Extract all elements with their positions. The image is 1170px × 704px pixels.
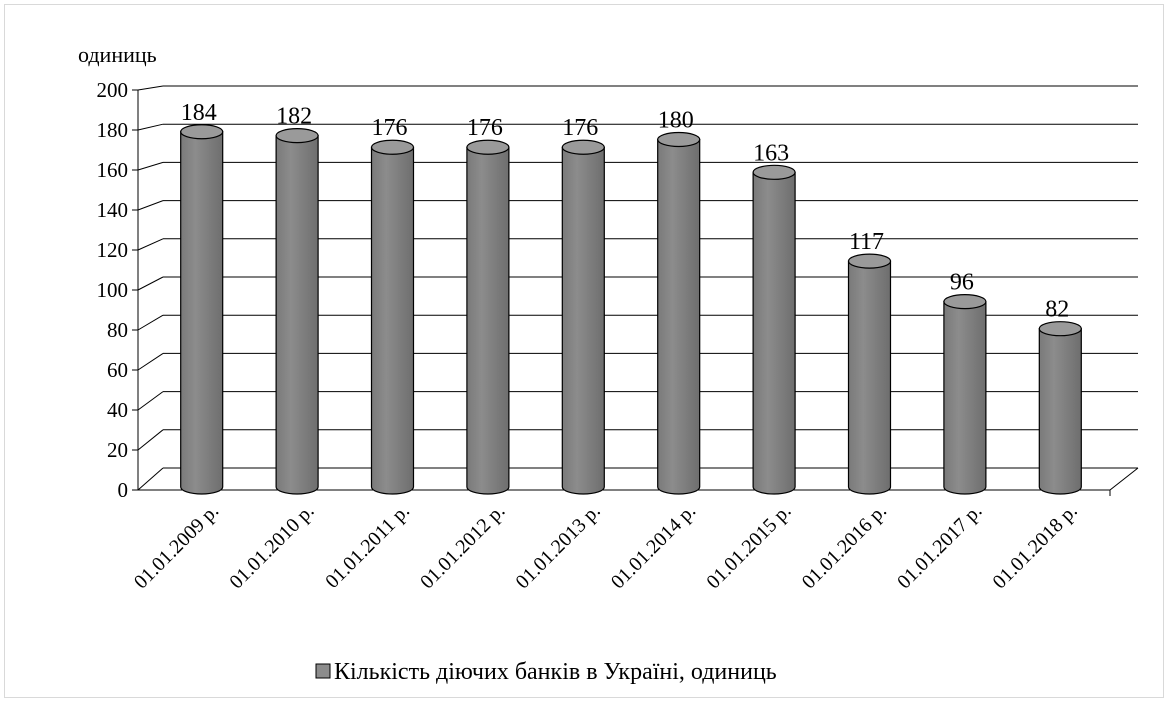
bar-body bbox=[943, 301, 987, 495]
bar-body bbox=[466, 146, 510, 495]
y-tick-label: 120 bbox=[97, 238, 129, 262]
bar-cap bbox=[180, 124, 224, 140]
y-tick-label: 20 bbox=[107, 438, 128, 462]
bar bbox=[561, 139, 605, 495]
gridline-side bbox=[137, 276, 164, 291]
y-tick-label: 200 bbox=[97, 78, 129, 102]
x-axis-labels: 01.01.2009 р. 01.01.2010 р. 01.01.2011 р. 0… bbox=[130, 500, 1082, 593]
bar bbox=[943, 294, 987, 495]
data-label: 96 bbox=[950, 270, 974, 296]
x-tick-label: 01.01.2017 р. bbox=[893, 500, 986, 593]
bar-cap bbox=[1038, 321, 1082, 337]
x-tick-label: 01.01.2016 р. bbox=[798, 500, 891, 593]
bar-body bbox=[275, 135, 319, 495]
bar-body bbox=[657, 138, 701, 495]
gridline-side bbox=[137, 391, 164, 411]
bar bbox=[466, 139, 510, 495]
y-tick-label: 140 bbox=[97, 198, 129, 222]
x-tick-label: 01.01.2013 р. bbox=[511, 500, 604, 593]
bar bbox=[180, 124, 224, 495]
legend-label: Кількість діючих банків в Україні, одини… bbox=[334, 659, 777, 685]
bar-body bbox=[561, 146, 605, 495]
bar-cap bbox=[657, 131, 701, 148]
bar bbox=[752, 164, 796, 495]
bars bbox=[180, 124, 1082, 495]
data-label: 184 bbox=[181, 100, 217, 126]
legend: Кількість діючих банків в Україні, одини… bbox=[315, 659, 777, 685]
bar-cap bbox=[275, 128, 319, 144]
bar-cap bbox=[561, 139, 605, 155]
x-tick-label: 01.01.2011 р. bbox=[321, 500, 414, 593]
data-label: 176 bbox=[467, 115, 503, 141]
y-tick-label: 160 bbox=[97, 158, 129, 182]
data-label: 176 bbox=[562, 115, 598, 141]
gridline-side bbox=[137, 85, 164, 91]
data-label: 163 bbox=[753, 140, 789, 166]
gridline-side bbox=[137, 123, 164, 131]
y-tick-label: 100 bbox=[97, 278, 129, 302]
data-label: 176 bbox=[372, 115, 408, 141]
bar bbox=[1038, 321, 1082, 495]
gridline-side bbox=[137, 352, 164, 371]
x-tick-label: 01.01.2018 р. bbox=[988, 500, 1081, 593]
bar bbox=[657, 131, 701, 495]
data-label: 180 bbox=[658, 107, 694, 133]
bar bbox=[847, 253, 892, 495]
y-tick-label: 180 bbox=[97, 118, 129, 142]
y-tick-label: 40 bbox=[107, 398, 128, 422]
bar-body bbox=[370, 146, 415, 495]
data-label: 82 bbox=[1045, 297, 1069, 323]
x-tick-label: 01.01.2014 р. bbox=[607, 500, 700, 593]
bar-body bbox=[1038, 328, 1082, 495]
bar-cap bbox=[370, 139, 415, 155]
y-tick-label: 80 bbox=[107, 318, 128, 342]
bar-body bbox=[847, 260, 892, 495]
data-label: 182 bbox=[276, 104, 312, 130]
y-axis-unit-label: одиниць bbox=[78, 42, 157, 67]
x-tick-label: 01.01.2010 р. bbox=[225, 500, 318, 593]
gridline-side bbox=[137, 314, 164, 331]
x-tick-label: 01.01.2009 р. bbox=[130, 500, 223, 593]
chart-frame bbox=[4, 4, 1164, 698]
bar-cap bbox=[752, 164, 796, 180]
bar-cap bbox=[943, 294, 987, 310]
x-tick-label: 01.01.2012 р. bbox=[416, 500, 509, 593]
data-labels: 184 182 176 176 176 180 163 117 96 82 bbox=[181, 100, 1070, 323]
y-axis-labels: 0 20 40 60 80 100 120 140 160 180 200 bbox=[97, 78, 129, 502]
gridline-side bbox=[137, 200, 164, 211]
data-label: 117 bbox=[849, 229, 884, 255]
bar bbox=[370, 139, 415, 495]
bar-cap bbox=[466, 139, 510, 155]
floor-edge-left bbox=[137, 467, 164, 491]
bar-body bbox=[752, 171, 796, 495]
bar-body bbox=[180, 131, 224, 495]
legend-swatch bbox=[315, 663, 331, 679]
y-tick-label: 60 bbox=[107, 358, 128, 382]
gridline-side bbox=[137, 238, 164, 251]
x-tick-label: 01.01.2015 р. bbox=[702, 500, 795, 593]
bar-cap bbox=[847, 253, 892, 269]
y-tick-label: 0 bbox=[118, 478, 129, 502]
bar bbox=[275, 128, 319, 495]
gridline-side bbox=[137, 429, 164, 451]
gridline-side bbox=[137, 161, 164, 171]
